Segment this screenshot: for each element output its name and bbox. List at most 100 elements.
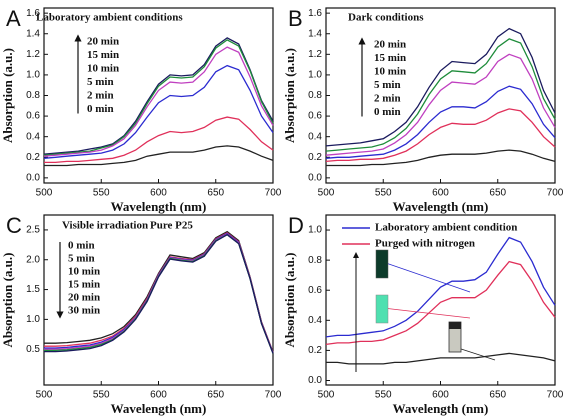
- y-tick-label: 2.0: [26, 254, 40, 265]
- y-tick-label: 1.4: [26, 28, 40, 39]
- y-tick-label: 1.2: [308, 49, 322, 60]
- time-label: 20 min: [374, 39, 406, 51]
- y-axis-label: Absorption (a.u.): [0, 48, 15, 143]
- time-label: 20 min: [87, 36, 119, 48]
- vial-image: [375, 249, 389, 279]
- y-tick-label: 1.6: [308, 8, 322, 19]
- x-tick-label: 600: [432, 188, 449, 199]
- vial-cap: [449, 322, 461, 329]
- y-tick-label: 1.0: [308, 70, 322, 81]
- x-tick-label: 700: [547, 188, 564, 199]
- data-line: [325, 108, 556, 163]
- time-label: 15 min: [87, 49, 119, 61]
- data-line: [325, 260, 556, 346]
- y-tick-label: 0.6: [308, 111, 322, 122]
- x-tick-label: 600: [432, 390, 449, 401]
- data-line: [325, 38, 556, 152]
- y-axis-label: Absorption (a.u.): [282, 48, 297, 143]
- x-axis-label: Wavelength (nm): [393, 199, 489, 214]
- data-line: [43, 37, 274, 155]
- x-axis-label: Wavelength (nm): [111, 401, 207, 416]
- panel-label: B: [288, 6, 303, 31]
- time-label: 10 min: [374, 66, 406, 78]
- data-line: [44, 145, 274, 167]
- time-label: 10 min: [87, 63, 119, 75]
- x-tick-label: 500: [318, 390, 335, 401]
- y-tick-label: 0.0: [26, 172, 40, 183]
- vial-insets: [375, 249, 496, 361]
- x-tick-label: 650: [489, 188, 506, 199]
- time-label: 5 min: [374, 79, 401, 91]
- y-tick-label: 0.4: [308, 131, 322, 142]
- data-line: [43, 64, 274, 159]
- x-tick-label: 600: [150, 188, 167, 199]
- time-label: 30 min: [68, 305, 100, 317]
- time-label: 0 min: [374, 106, 401, 118]
- data-line: [325, 27, 556, 147]
- y-tick-label: 0.5: [26, 344, 40, 355]
- y-tick-label: 2.5: [26, 225, 40, 236]
- x-tick-label: 550: [375, 188, 392, 199]
- data-line: [326, 352, 556, 365]
- panel-label: D: [288, 213, 304, 238]
- y-tick-label: 1.0: [26, 314, 40, 325]
- time-label: 5 min: [68, 253, 95, 265]
- x-tick-label: 700: [265, 390, 282, 401]
- y-tick-label: 0.8: [308, 255, 322, 266]
- data-line: [44, 116, 274, 164]
- y-tick-label: 0.0: [308, 375, 322, 386]
- pointer-line: [382, 261, 471, 293]
- y-tick-label: 1.0: [26, 70, 40, 81]
- data-line: [325, 85, 556, 159]
- data-line: [326, 149, 556, 167]
- data-line: [44, 233, 274, 354]
- data-line: [325, 236, 556, 338]
- time-label: 0 min: [68, 240, 95, 252]
- x-tick-label: 600: [150, 390, 167, 401]
- y-tick-label: 1.2: [26, 49, 40, 60]
- x-tick-label: 700: [265, 188, 282, 199]
- time-label: 10 min: [68, 266, 100, 278]
- annotation: Dark conditions: [348, 12, 424, 24]
- x-tick-label: 550: [93, 390, 110, 401]
- y-tick-label: 1.4: [308, 28, 322, 39]
- x-tick-label: 700: [547, 390, 564, 401]
- y-tick-label: 0.2: [308, 345, 322, 356]
- panel-label: C: [6, 213, 22, 238]
- x-tick-label: 650: [207, 390, 224, 401]
- x-tick-label: 550: [93, 188, 110, 199]
- data-line: [43, 46, 274, 157]
- time-label: 5 min: [87, 76, 114, 88]
- annotation: Pure P25: [150, 220, 193, 232]
- y-axis-label: Absorption (a.u.): [0, 253, 15, 348]
- annotation: Laboratory ambient conditions: [36, 12, 183, 24]
- y-tick-label: 0.2: [308, 152, 322, 163]
- y-tick-label: 0.6: [26, 111, 40, 122]
- pointer-line: [457, 347, 496, 361]
- time-label: 2 min: [87, 90, 114, 102]
- legend-label: Laboratory ambient condition: [375, 222, 517, 234]
- x-tick-label: 650: [489, 390, 506, 401]
- annotation: Visible irradiation: [62, 220, 148, 232]
- y-tick-label: 1.5: [26, 284, 40, 295]
- x-axis-label: Wavelength (nm): [111, 199, 207, 214]
- time-label: 0 min: [87, 103, 114, 115]
- y-tick-label: 1.0: [308, 225, 322, 236]
- y-tick-label: 0.8: [26, 90, 40, 101]
- panel-label: A: [6, 6, 21, 31]
- pointer-line: [382, 307, 471, 319]
- x-axis-label: Wavelength (nm): [393, 401, 489, 416]
- y-tick-label: 0.2: [26, 152, 40, 163]
- vial-image: [375, 294, 389, 324]
- y-tick-label: 0.4: [26, 131, 40, 142]
- x-tick-label: 500: [36, 188, 53, 199]
- y-tick-label: 0.0: [308, 172, 322, 183]
- x-tick-label: 500: [36, 390, 53, 401]
- x-tick-label: 650: [207, 188, 224, 199]
- data-line: [43, 39, 274, 156]
- legend-label: Purged with nitrogen: [375, 238, 475, 250]
- x-tick-label: 550: [375, 390, 392, 401]
- time-label: 20 min: [68, 292, 100, 304]
- y-tick-label: 0.8: [308, 90, 322, 101]
